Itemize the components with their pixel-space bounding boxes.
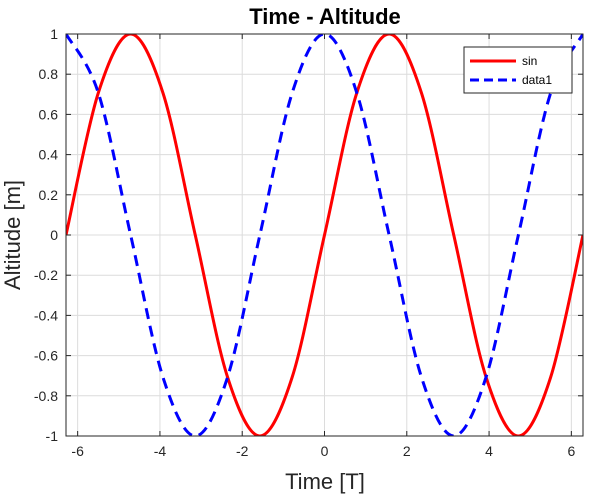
series-line-sin (66, 34, 583, 436)
y-tick-label: -0.8 (34, 388, 58, 404)
x-tick-label: 6 (567, 443, 575, 459)
x-tick-label: -6 (71, 443, 84, 459)
y-tick-label: 0 (50, 227, 58, 243)
y-axis-label: Altitude [m] (0, 180, 25, 290)
x-tick-label: 0 (321, 443, 329, 459)
chart-title: Time - Altitude (249, 4, 401, 29)
y-tick-label: 0.6 (39, 106, 59, 122)
x-tick-label: 4 (485, 443, 493, 459)
y-tick-labels: -1 -0.8 -0.6 -0.4 -0.2 0 0.2 0.4 0.6 0.8 1 (34, 26, 58, 444)
x-axis-label: Time [T] (285, 469, 365, 494)
y-tick-label: -1 (46, 428, 59, 444)
y-tick-label: -0.4 (34, 307, 58, 323)
series-layer (66, 34, 583, 436)
tick-marks (66, 33, 583, 437)
y-tick-label: 0.8 (39, 66, 59, 82)
y-tick-label: -0.6 (34, 348, 58, 364)
legend: sin data1 (463, 46, 573, 94)
legend-box (463, 46, 573, 94)
series-line-data1 (66, 34, 583, 436)
x-tick-label: -4 (154, 443, 167, 459)
x-tick-label: -2 (236, 443, 249, 459)
x-tick-labels: -6 -4 -2 0 2 4 6 (71, 443, 575, 459)
legend-label-sin: sin (522, 54, 537, 68)
legend-label-data1: data1 (522, 73, 552, 87)
x-tick-label: 2 (403, 443, 411, 459)
y-tick-label: -0.2 (34, 267, 58, 283)
y-tick-label: 0.4 (39, 147, 59, 163)
y-tick-label: 0.2 (39, 187, 59, 203)
y-tick-label: 1 (50, 26, 58, 42)
